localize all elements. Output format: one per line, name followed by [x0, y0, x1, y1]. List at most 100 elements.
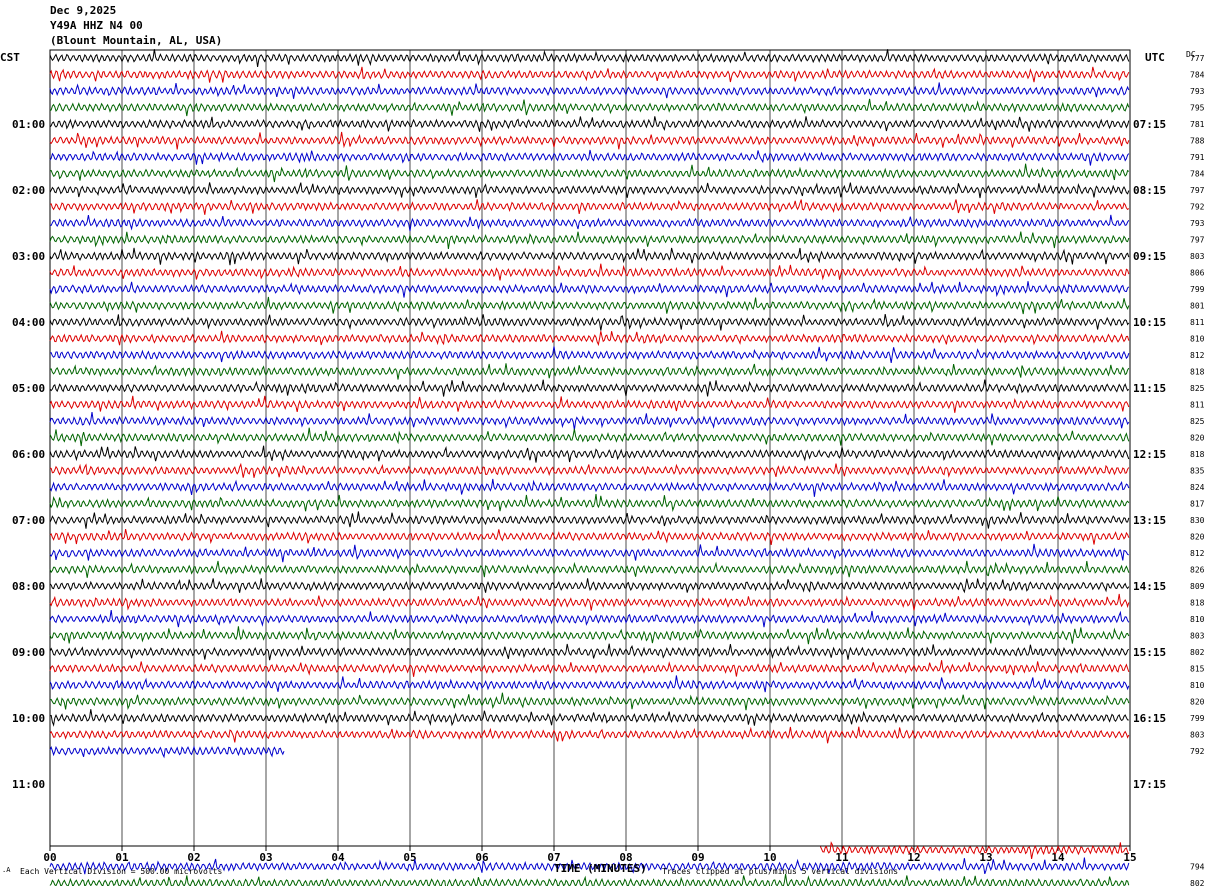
left-time-label: 04:00	[12, 316, 45, 329]
dc-offset-label: 818	[1190, 599, 1205, 608]
plot-frame	[49, 49, 1131, 847]
dc-offset-label: 797	[1190, 236, 1205, 245]
dc-offset-label: 781	[1190, 120, 1205, 129]
x-tick-label: 02	[187, 851, 200, 864]
seismic-trace	[49, 726, 1130, 744]
seismic-trace	[49, 263, 1130, 281]
dc-offset-label: 817	[1190, 500, 1205, 509]
seismic-trace	[49, 149, 1130, 166]
seismic-trace	[49, 82, 1130, 99]
station-location: (Blount Mountain, AL, USA)	[50, 34, 223, 47]
right-time-label: 10:15	[1133, 316, 1166, 329]
seismic-trace	[49, 49, 1130, 67]
dc-offset-label: 818	[1190, 450, 1205, 459]
seismic-trace	[49, 478, 1130, 497]
seismic-trace	[49, 412, 1130, 430]
left-time-label: 08:00	[12, 580, 45, 593]
seismic-trace	[49, 199, 1130, 215]
dc-offset-label: 820	[1190, 533, 1205, 542]
seismic-trace	[49, 281, 1130, 298]
dc-offset-label: 830	[1190, 516, 1205, 525]
seismic-trace	[49, 116, 1130, 132]
seismic-trace	[49, 247, 1130, 266]
dc-offset-label: 818	[1190, 368, 1205, 377]
dc-offset-label: 794	[1190, 863, 1205, 872]
dc-offset-label: 792	[1190, 203, 1205, 212]
seismic-trace	[49, 445, 1130, 463]
seismic-trace	[49, 643, 1130, 661]
seismic-trace	[49, 560, 1130, 578]
seismic-trace	[49, 610, 1130, 628]
x-tick-label: 09	[691, 851, 704, 864]
seismic-trace	[49, 379, 1130, 397]
dc-offset-label: 811	[1190, 318, 1205, 327]
seismic-trace	[49, 98, 1130, 117]
dc-offset-label: 806	[1190, 269, 1205, 278]
seismic-trace	[49, 346, 1130, 363]
seismic-trace	[49, 593, 1130, 611]
dc-offset-label: 799	[1190, 714, 1205, 723]
seismic-trace	[49, 427, 1130, 447]
x-tick-label: 12	[907, 851, 920, 864]
seismic-trace	[819, 841, 1130, 859]
dc-offset-label: 803	[1190, 731, 1205, 740]
seismic-trace	[49, 874, 1130, 886]
seismic-trace	[49, 314, 1130, 331]
dc-offset-label: 820	[1190, 698, 1205, 707]
dc-offset-label: 803	[1190, 632, 1205, 641]
dc-offset-label: 792	[1190, 747, 1205, 756]
station-name: Y49A HHZ N4 00	[50, 19, 143, 32]
seismic-trace	[49, 543, 1129, 563]
dc-offset-label: 784	[1190, 170, 1205, 179]
dc-offset-label: 835	[1190, 467, 1205, 476]
x-tick-label: 14	[1051, 851, 1065, 864]
seismic-trace	[49, 131, 1130, 150]
seismic-trace	[49, 231, 1130, 249]
seismic-trace	[49, 395, 1130, 413]
dc-offset-label: 825	[1190, 384, 1205, 393]
dc-offset-label: 777	[1190, 54, 1205, 63]
left-time-label: 01:00	[12, 118, 45, 131]
seismic-trace	[49, 182, 1130, 199]
right-time-label: 15:15	[1133, 646, 1166, 659]
seismic-trace	[49, 66, 1130, 83]
right-time-label: 11:15	[1133, 382, 1166, 395]
x-tick-label: 10	[763, 851, 776, 864]
seismic-trace	[49, 675, 1130, 693]
seismic-trace	[49, 163, 1130, 183]
dc-offset-label: 826	[1190, 566, 1205, 575]
seismic-trace	[49, 330, 1130, 347]
right-time-label: 16:15	[1133, 712, 1166, 725]
dc-offset-label: 810	[1190, 615, 1205, 624]
dc-offset-label: 801	[1190, 302, 1205, 311]
dc-offset-label: 799	[1190, 285, 1205, 294]
x-tick-label: 05	[403, 851, 416, 864]
dc-offset-label: 824	[1190, 483, 1205, 492]
dc-offset-label: 810	[1190, 681, 1205, 690]
dc-offset-label: 793	[1190, 219, 1205, 228]
x-tick-label: 13	[979, 851, 992, 864]
left-time-label: 05:00	[12, 382, 45, 395]
seismic-trace	[49, 462, 1130, 478]
right-time-label: 08:15	[1133, 184, 1166, 197]
x-tick-label: 04	[331, 851, 345, 864]
dc-label: DC	[1186, 50, 1196, 59]
x-tick-label: 07	[547, 851, 560, 864]
seismic-trace	[49, 363, 1130, 380]
dc-offset-label: 802	[1190, 879, 1205, 886]
corner-mark: .A	[2, 866, 11, 874]
right-timezone-label: UTC	[1145, 51, 1165, 64]
right-time-label: 12:15	[1133, 448, 1166, 461]
dc-offset-label: 809	[1190, 582, 1205, 591]
dc-offset-label: 784	[1190, 71, 1205, 80]
left-time-label: 11:00	[12, 778, 45, 791]
dc-offset-label: 810	[1190, 335, 1205, 344]
dc-offset-label: 795	[1190, 104, 1205, 113]
right-time-label: 17:15	[1133, 778, 1166, 791]
dc-offset-label: 803	[1190, 252, 1205, 261]
left-time-label: 07:00	[12, 514, 45, 527]
seismic-trace	[49, 578, 1130, 594]
seismic-trace	[49, 709, 1129, 727]
seismic-trace	[49, 214, 1130, 232]
x-tick-label: 11	[835, 851, 849, 864]
